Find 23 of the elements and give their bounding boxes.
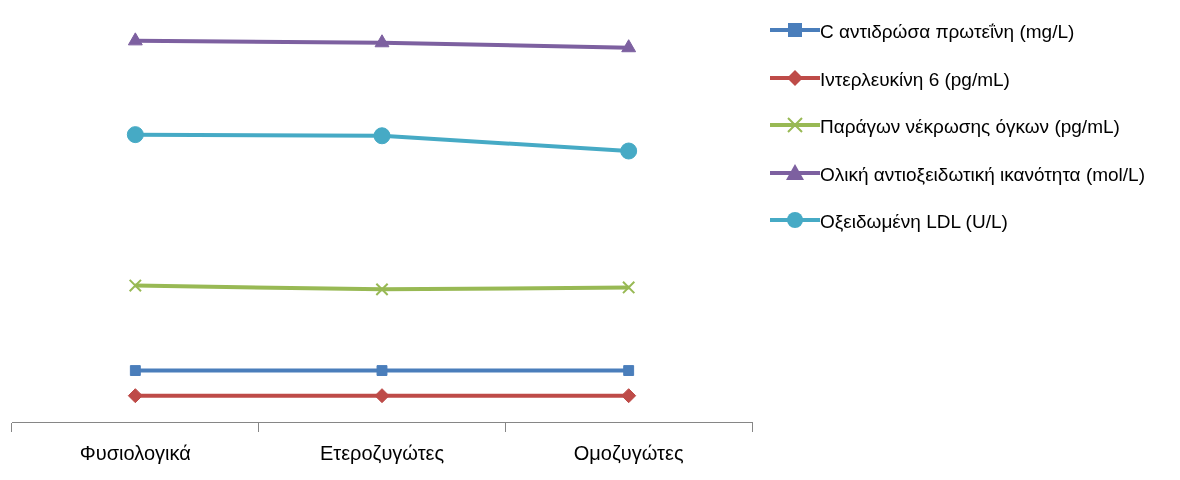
point <box>373 127 391 145</box>
point <box>375 282 389 297</box>
legend-label: Ολική αντιοξειδωτική ικανότητα (mol/L) <box>820 162 1146 187</box>
legend-label: Οξειδωμένη LDL (U/L) <box>820 210 1009 235</box>
point <box>374 388 390 404</box>
point <box>620 142 638 160</box>
point <box>126 126 144 144</box>
x-tick-label: Φυσιολογικά <box>79 441 191 464</box>
point <box>621 388 637 404</box>
point <box>376 365 388 376</box>
point <box>127 388 143 404</box>
point <box>129 365 141 376</box>
point <box>622 280 636 295</box>
legend-label: Ιντερλευκίνη 6 (pg/mL) <box>820 67 1011 92</box>
point <box>127 32 143 46</box>
legend-label: C αντιδρώσα πρωτεΐνη (mg/L) <box>820 20 1076 44</box>
point <box>128 278 142 293</box>
x-tick-label: Ετεροζυγώτες <box>319 441 445 464</box>
point <box>374 34 390 48</box>
point <box>623 365 635 376</box>
point <box>621 39 637 53</box>
x-tick-label: Ομοζυγώτες <box>573 441 684 464</box>
legend-label: Παράγων νέκρωσης όγκων (pg/mL) <box>820 115 1121 140</box>
